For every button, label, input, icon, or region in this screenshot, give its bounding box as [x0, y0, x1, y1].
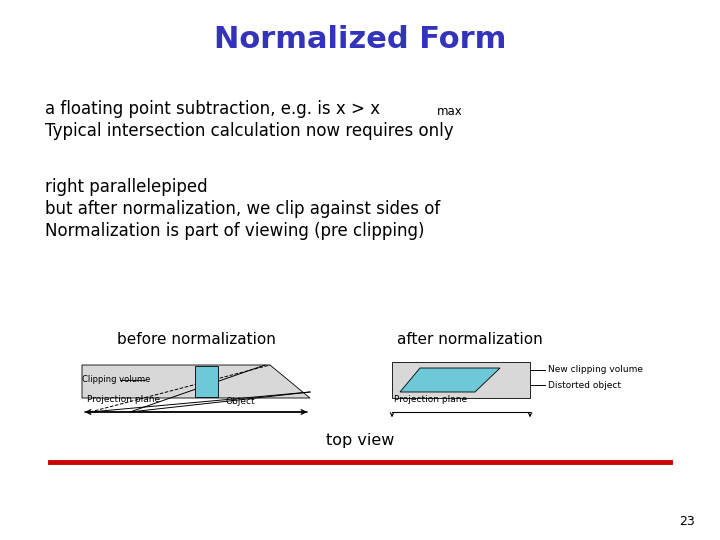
Polygon shape — [400, 368, 500, 392]
Text: Normalized Form: Normalized Form — [214, 25, 506, 55]
Text: 23: 23 — [679, 515, 695, 528]
Polygon shape — [392, 362, 530, 398]
Text: Normalization is part of viewing (pre clipping): Normalization is part of viewing (pre cl… — [45, 222, 425, 240]
Text: Typical intersection calculation now requires only: Typical intersection calculation now req… — [45, 122, 454, 140]
Text: before normalization: before normalization — [117, 333, 276, 348]
Text: Object: Object — [225, 397, 255, 406]
Text: top view: top view — [326, 433, 394, 448]
Text: right parallelepiped: right parallelepiped — [45, 178, 207, 196]
Text: Distorted object: Distorted object — [548, 381, 621, 389]
Text: after normalization: after normalization — [397, 333, 543, 348]
Text: but after normalization, we clip against sides of: but after normalization, we clip against… — [45, 200, 440, 218]
Text: Clipping volume: Clipping volume — [82, 375, 150, 384]
Text: Projection plane: Projection plane — [87, 395, 160, 404]
Text: max: max — [437, 105, 463, 118]
Text: Projection plane: Projection plane — [394, 395, 467, 404]
Text: New clipping volume: New clipping volume — [548, 366, 643, 375]
Text: a floating point subtraction, e.g. is x > x: a floating point subtraction, e.g. is x … — [45, 100, 380, 118]
Polygon shape — [82, 365, 310, 398]
Polygon shape — [195, 366, 218, 397]
